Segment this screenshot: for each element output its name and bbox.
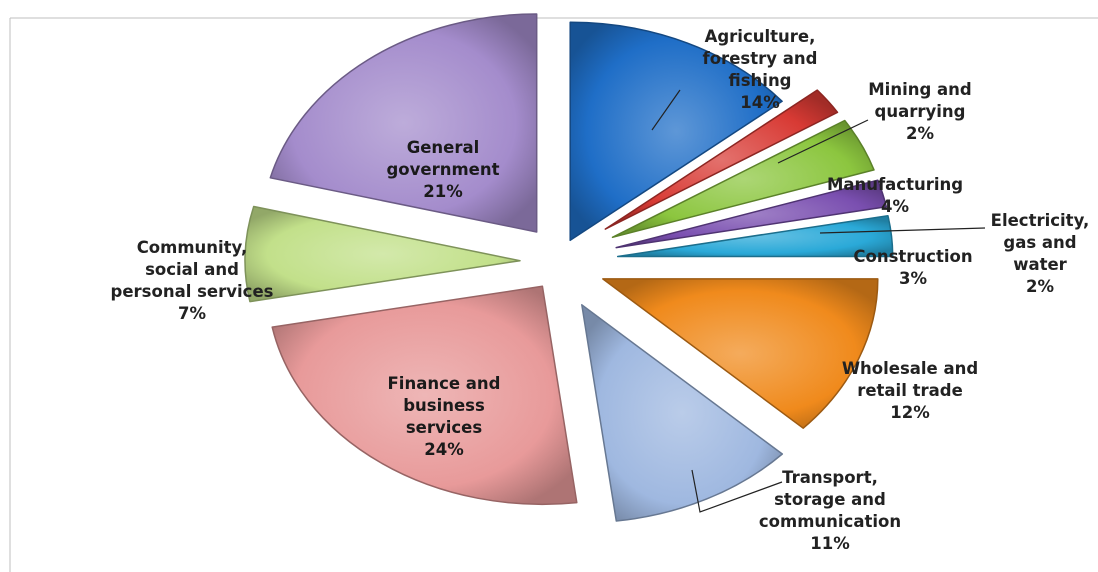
data-label-agriculture-forestry-and-fishing: Agriculture, forestry and fishing 14% (703, 27, 818, 112)
data-label-text: personal services (111, 282, 274, 301)
data-label-text: services (406, 418, 483, 437)
data-label-text: gas and (1003, 233, 1076, 252)
pie-slice-mining-and-quarrying (604, 89, 839, 230)
data-label-text: quarrying (875, 102, 966, 121)
data-label-finance-and-business-services: Finance and business services 24% (388, 374, 501, 459)
data-label-mining-and-quarrying: Mining and quarrying 2% (868, 80, 971, 143)
data-label-percent: 3% (899, 269, 927, 288)
pie-slice-transport-storage-and-communication (581, 304, 784, 522)
data-label-text: communication (759, 512, 901, 531)
data-label-text: General (407, 138, 480, 157)
pie-slice-community-social-and-personal-services (244, 205, 521, 303)
pie-slice-electricity-gas-and-water (615, 179, 888, 249)
data-label-text: Transport, (782, 468, 878, 487)
data-label-text: social and (145, 260, 239, 279)
pie-slice-agriculture-forestry-and-fishing (569, 21, 783, 242)
data-label-text: Construction (853, 247, 972, 266)
leader-line-transport-storage-and-communication (691, 469, 783, 513)
leader-lines-layer (651, 89, 986, 513)
data-label-percent: 24% (424, 440, 464, 459)
data-label-community-social-and-personal-services: Community, social and personal services 7% (111, 238, 274, 323)
data-label-text: Community, (137, 238, 248, 257)
data-label-electricity-gas-and-water: Electricity, gas and water 2% (991, 211, 1090, 296)
data-label-text: forestry and (703, 49, 818, 68)
data-label-text: Mining and (868, 80, 971, 99)
data-label-text: water (1013, 255, 1067, 274)
data-label-general-government: General government 21% (387, 138, 500, 201)
labels-layer: Agriculture, forestry and fishing 14% Mining… (111, 27, 1090, 553)
data-label-text: storage and (774, 490, 886, 509)
slices-layer (244, 13, 894, 522)
data-label-manufacturing: Manufacturing 4% (827, 175, 963, 216)
pie-slice-manufacturing (611, 119, 875, 239)
leader-line-agriculture-forestry-and-fishing (651, 89, 681, 131)
data-label-text: fishing (728, 71, 791, 90)
pie-slice-finance-and-business-services (271, 285, 578, 506)
data-label-text: government (387, 160, 500, 179)
data-label-percent: 2% (906, 124, 934, 143)
data-label-text: Finance and (388, 374, 501, 393)
pie-slice-construction (616, 214, 894, 258)
data-label-text: Manufacturing (827, 175, 963, 194)
data-label-percent: 14% (740, 93, 780, 112)
data-label-text: business (403, 396, 485, 415)
data-label-text: Agriculture, (705, 27, 816, 46)
leader-line-mining-and-quarrying (777, 119, 869, 164)
data-label-construction: Construction 3% (853, 247, 972, 288)
data-label-text: Wholesale and (842, 359, 978, 378)
data-label-wholesale-and-retail-trade: Wholesale and retail trade 12% (842, 359, 978, 422)
pie-slice-wholesale-and-retail-trade (602, 278, 879, 429)
data-label-text: retail trade (857, 381, 963, 400)
data-label-percent: 7% (178, 304, 206, 323)
data-label-percent: 2% (1026, 277, 1054, 296)
data-label-percent: 11% (810, 534, 850, 553)
data-label-percent: 21% (423, 182, 463, 201)
data-label-percent: 12% (890, 403, 930, 422)
leader-line-electricity-gas-and-water (819, 227, 986, 234)
data-label-percent: 4% (881, 197, 909, 216)
pie-slice-general-government (269, 13, 538, 233)
data-label-text: Electricity, (991, 211, 1090, 230)
data-label-transport-storage-and-communication: Transport, storage and communication 11% (759, 468, 901, 553)
